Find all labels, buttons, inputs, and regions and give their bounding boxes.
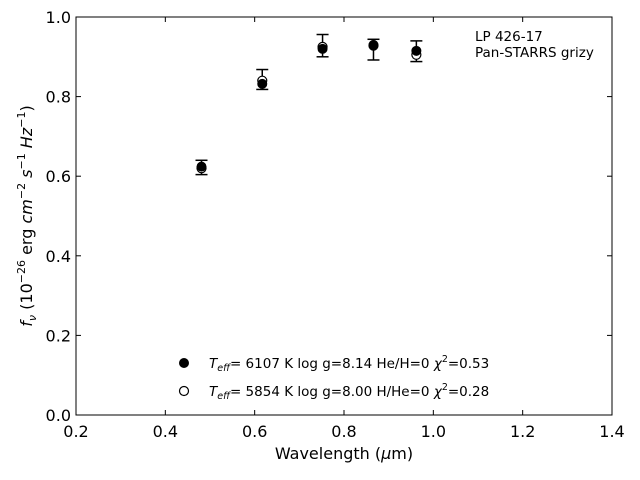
legend-2-chi: χ: [433, 384, 443, 400]
legend-entry-2: Teff= 5854 K log g=8.00 H/He=0 χ2=0.28: [209, 382, 489, 402]
data-point-filled: [368, 39, 379, 50]
y-tick-label: 0.0: [46, 406, 71, 425]
y-tick-label: 0.6: [46, 167, 71, 186]
data-point-filled: [411, 45, 422, 56]
y-tick-label: 1.0: [46, 8, 71, 27]
legend-1-t: T: [209, 356, 219, 372]
x-axis-title-mu: μ: [380, 444, 391, 463]
x-tick-label: 1.4: [599, 422, 624, 441]
legend-1-val: =0.53: [448, 356, 489, 372]
y-title-f: f: [17, 319, 36, 327]
legend-1-chi: χ: [433, 356, 443, 372]
data-point-filled: [196, 161, 207, 172]
x-axis-title-suffix: m): [391, 444, 413, 463]
y-title-exp4: −1: [15, 112, 28, 128]
x-tick-label: 0.4: [153, 422, 178, 441]
legend-2-t: T: [209, 384, 219, 400]
y-title-exp3: −1: [15, 153, 28, 169]
y-title-exp1: −26: [15, 260, 28, 283]
axis-ticks: 0.2 0.4 0.6 0.8 1.0 1.2 1.40.00.20.40.60.81.0: [46, 8, 625, 441]
plot-frame: [75, 16, 613, 416]
y-title-hz: Hz: [17, 127, 36, 153]
plot-area: [195, 33, 423, 176]
legend-marker-open: [178, 385, 190, 397]
data-point-filled: [317, 43, 328, 54]
y-title-cm: cm: [17, 199, 36, 223]
legend-1-rest: = 6107 K log g=8.14 He/H=0: [230, 356, 434, 372]
y-title-erg: erg: [17, 224, 36, 260]
x-tick-label: 0.2: [63, 422, 88, 441]
y-tick-label: 0.4: [46, 247, 71, 266]
legend-2-sup: 2: [442, 382, 448, 393]
y-tick-label: 0.8: [46, 88, 71, 107]
y-title-nu: ν: [26, 315, 39, 321]
legend: Teff= 6107 K log g=8.14 He/H=0 χ2=0.53 T…: [178, 354, 489, 402]
x-tick-label: 1.2: [510, 422, 535, 441]
x-tick-label: 0.8: [331, 422, 356, 441]
y-axis-title: fν (10−26 erg cm−2 s−1 Hz−1): [15, 105, 39, 326]
annotation-star-name: LP 426-17: [475, 29, 543, 45]
legend-1-sup: 2: [442, 354, 448, 365]
x-tick-label: 0.6: [242, 422, 267, 441]
data-point-filled: [257, 78, 268, 89]
y-tick-label: 0.2: [46, 326, 71, 345]
annotation-survey: Pan-STARRS grizy: [475, 45, 594, 61]
legend-1-sub: eff: [217, 363, 231, 374]
legend-marker-filled: [179, 358, 189, 368]
y-title-open: (10: [17, 283, 36, 315]
x-tick-label: 1.0: [421, 422, 446, 441]
legend-2-val: =0.28: [448, 384, 489, 400]
x-axis-title: Wavelength (μm): [275, 444, 413, 463]
y-title-exp2: −2: [15, 183, 28, 199]
y-title-s: s: [17, 170, 36, 183]
legend-2-sub: eff: [217, 391, 231, 402]
legend-2-rest: = 5854 K log g=8.00 H/He=0: [230, 384, 434, 400]
y-title-close: ): [17, 105, 36, 111]
x-axis-title-prefix: Wavelength (: [275, 444, 381, 463]
legend-entry-1: Teff= 6107 K log g=8.14 He/H=0 χ2=0.53: [209, 354, 489, 374]
